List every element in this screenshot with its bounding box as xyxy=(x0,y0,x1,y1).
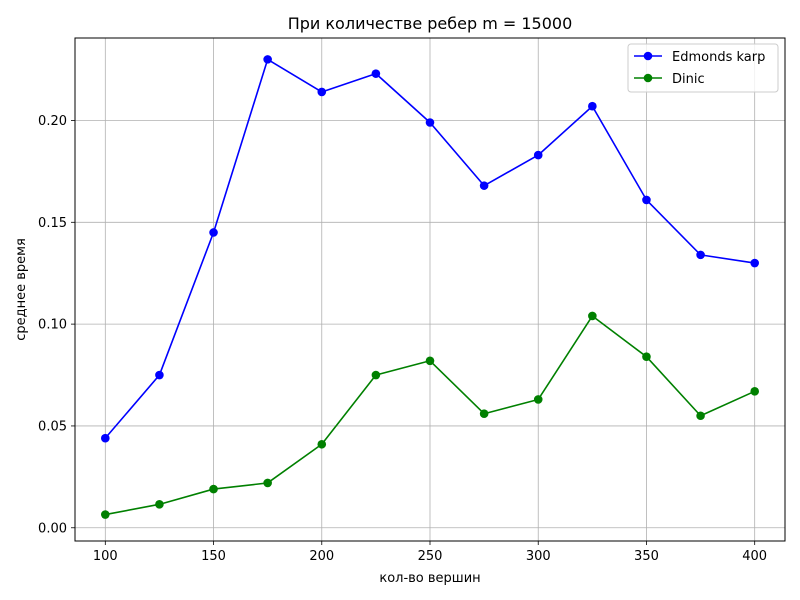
data-point-dinic xyxy=(155,500,164,509)
data-point-dinic xyxy=(696,411,705,421)
axis-ticks: 100 150 200 250 300 350 400 0.00 0.05 0.10 0.15 0.2… xyxy=(38,114,767,564)
x-tick-label: 250 xyxy=(418,549,443,564)
x-tick-label: 200 xyxy=(309,549,334,564)
legend: Edmonds karp Dinic xyxy=(627,43,779,93)
series-layer xyxy=(101,55,759,519)
x-tick-label: 400 xyxy=(742,549,767,564)
data-point-dinic xyxy=(642,352,651,362)
legend-label-dinic: Dinic xyxy=(672,72,705,87)
y-axis-label: среднее время xyxy=(14,238,29,341)
legend-marker-edmonds-karp xyxy=(643,51,653,61)
data-point-edmonds-karp xyxy=(209,228,218,237)
data-point-dinic xyxy=(317,439,327,449)
data-point-dinic xyxy=(371,370,381,380)
data-point-dinic xyxy=(533,395,543,404)
data-point-dinic xyxy=(588,311,597,321)
data-point-edmonds-karp xyxy=(642,195,651,205)
data-point-edmonds-karp xyxy=(696,250,705,260)
x-tick-label: 300 xyxy=(526,549,551,564)
legend-box xyxy=(627,43,779,93)
x-tick-label: 100 xyxy=(93,549,118,564)
data-point-edmonds-karp xyxy=(479,181,489,190)
data-point-edmonds-karp xyxy=(425,118,435,127)
data-point-dinic xyxy=(750,387,759,396)
data-point-edmonds-karp xyxy=(371,69,381,78)
data-point-dinic xyxy=(479,409,489,419)
data-point-edmonds-karp xyxy=(263,55,272,64)
grid xyxy=(75,38,785,541)
data-point-edmonds-karp xyxy=(588,101,597,111)
legend-marker-dinic xyxy=(643,73,653,83)
data-point-edmonds-karp xyxy=(317,87,327,97)
y-tick-label: 0.10 xyxy=(38,318,67,333)
x-axis-label: кол-во вершин xyxy=(379,571,480,586)
data-point-edmonds-karp xyxy=(533,150,543,160)
y-tick-label: 0.00 xyxy=(38,521,67,536)
data-point-edmonds-karp xyxy=(101,433,110,443)
x-tick-label: 150 xyxy=(201,549,226,564)
x-tick-label: 350 xyxy=(634,549,659,564)
data-point-dinic xyxy=(263,478,272,488)
y-tick-label: 0.20 xyxy=(38,114,67,129)
data-point-edmonds-karp xyxy=(750,258,759,268)
chart-title: При количестве ребер m = 15000 xyxy=(288,14,573,33)
data-point-dinic xyxy=(425,356,435,366)
y-tick-label: 0.15 xyxy=(38,216,67,231)
data-point-dinic xyxy=(209,484,218,494)
data-point-edmonds-karp xyxy=(155,370,164,380)
data-point-dinic xyxy=(101,510,110,519)
y-tick-label: 0.05 xyxy=(38,419,67,434)
legend-label-edmonds-karp: Edmonds karp xyxy=(672,50,765,65)
